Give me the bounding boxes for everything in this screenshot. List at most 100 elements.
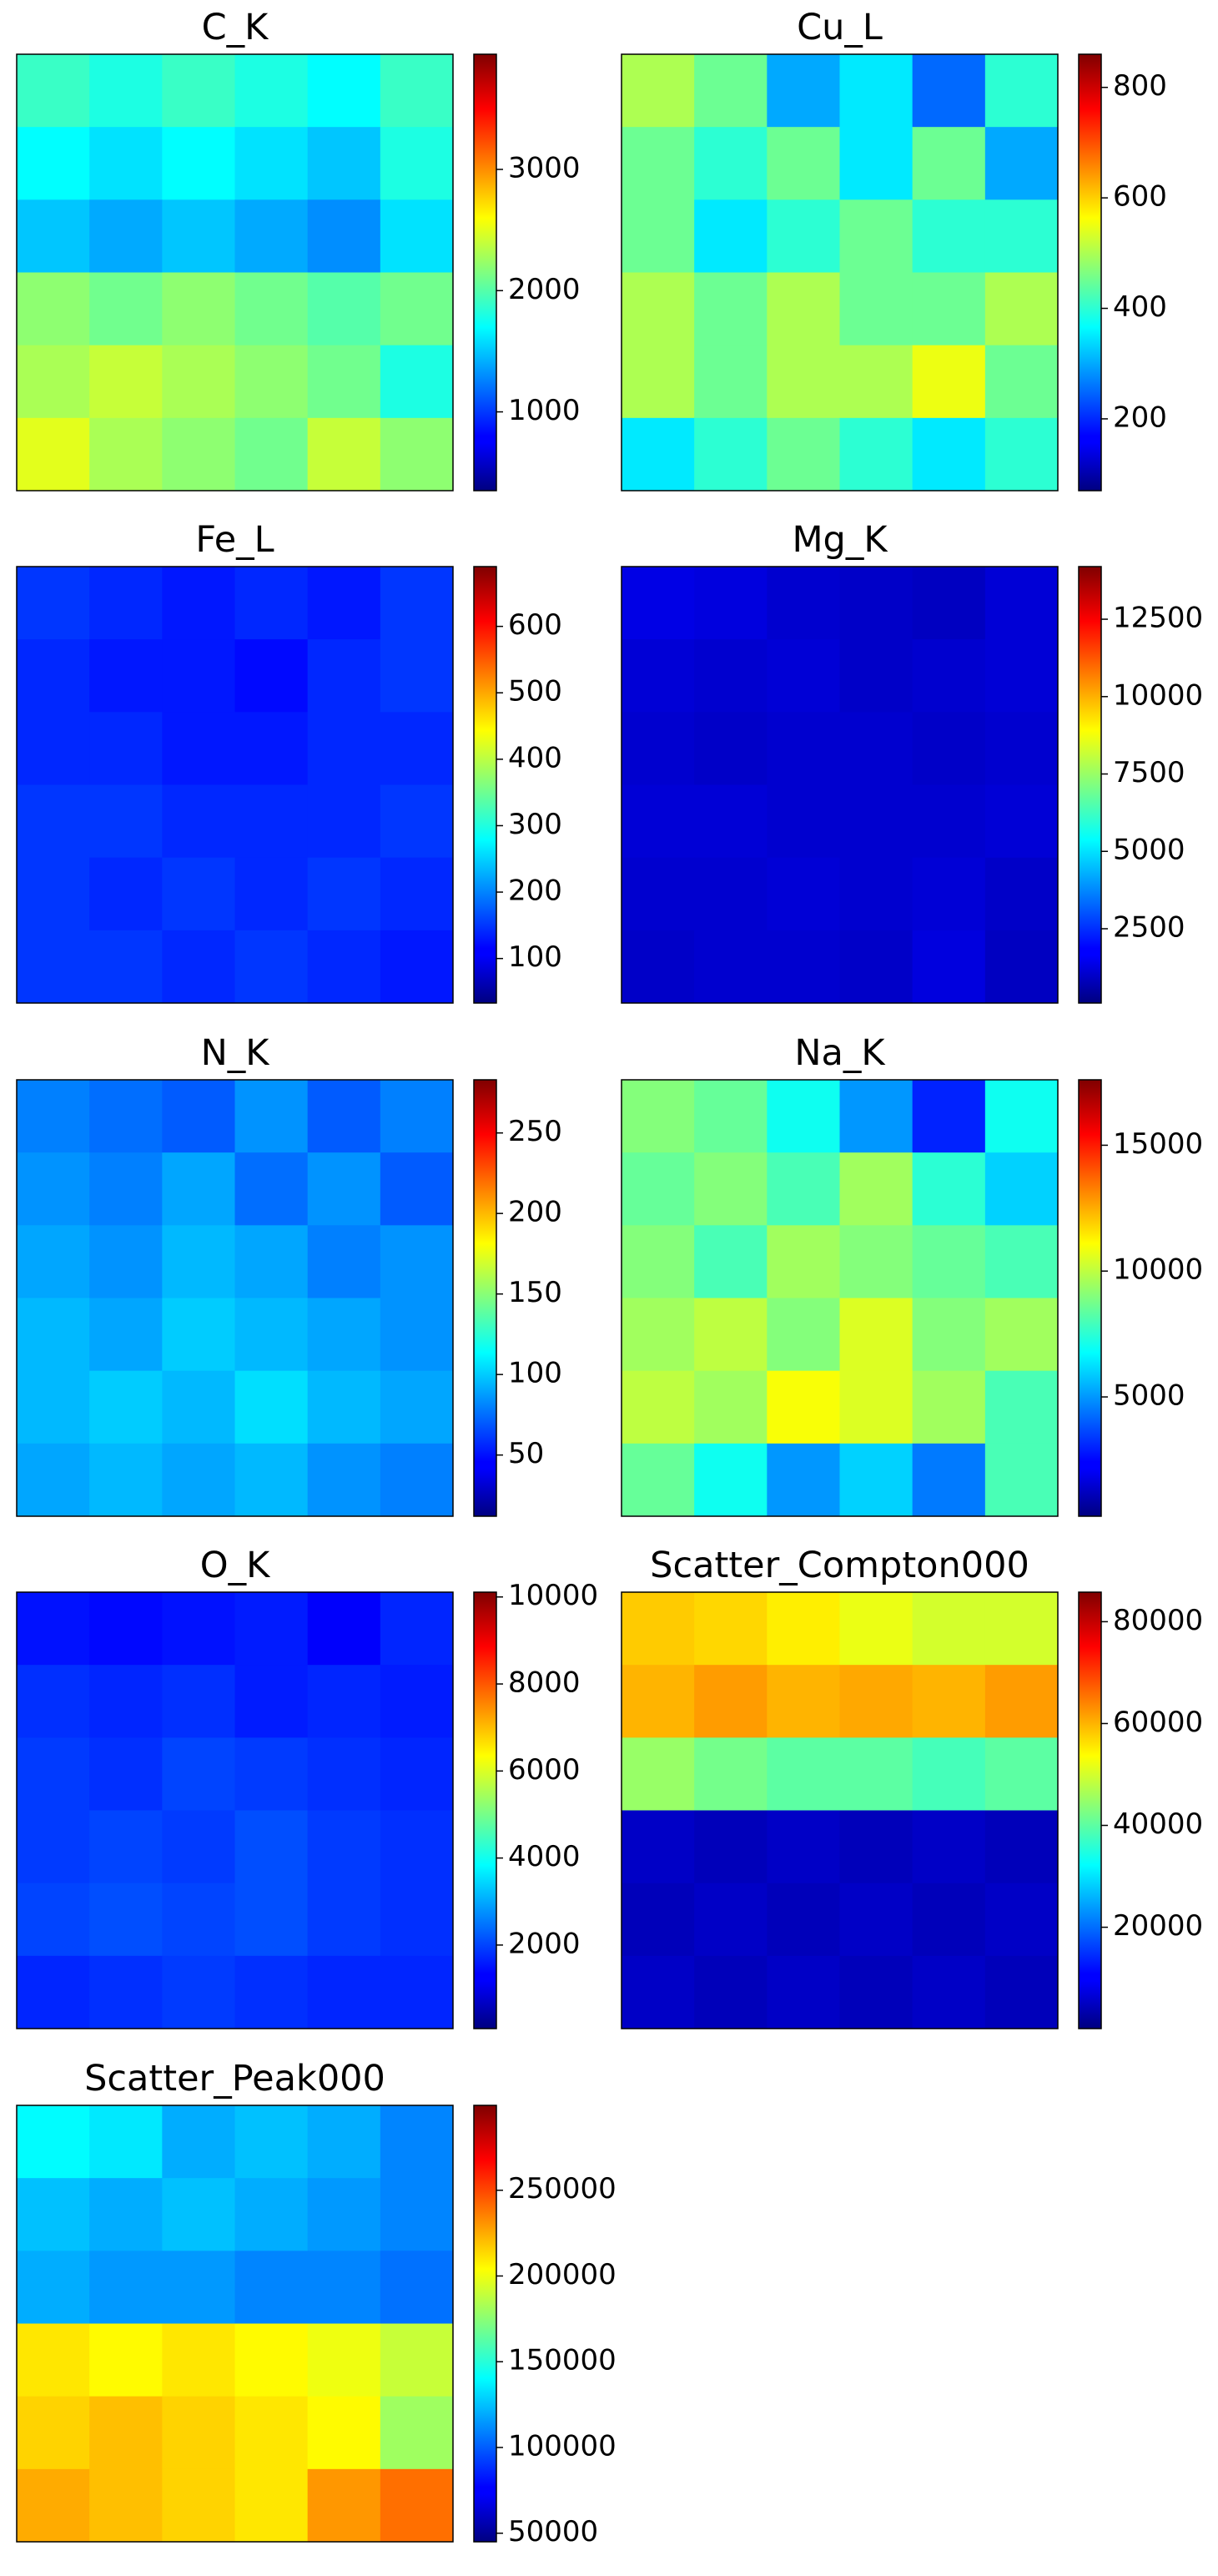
heatmap-cell (89, 1370, 163, 1444)
heatmap-cell (234, 639, 309, 713)
heatmap-cell (162, 2251, 235, 2324)
heatmap-cell (767, 712, 840, 785)
heatmap-cell (307, 857, 381, 931)
heatmap-frame (16, 1079, 454, 1517)
heatmap-cell (839, 272, 914, 346)
heatmap-cell (839, 199, 914, 273)
heatmap-cell (307, 930, 381, 1004)
heatmap-cell (307, 567, 381, 640)
heatmap-cell (767, 272, 840, 346)
heatmap-cell (234, 2178, 309, 2251)
heatmap-cell (622, 345, 695, 419)
colorbar-tick-label: 600 (508, 608, 562, 642)
heatmap-cell (234, 1225, 309, 1298)
heatmap-cell (767, 857, 840, 931)
heatmap-cell (694, 417, 768, 492)
heatmap-cell (984, 1443, 1059, 1517)
heatmap-cell (17, 2105, 90, 2179)
heatmap-cell (307, 1152, 381, 1226)
heatmap-cell (162, 2468, 235, 2543)
heatmap-cell (307, 127, 381, 200)
heatmap-cell (234, 567, 309, 640)
heatmap-cell (307, 1810, 381, 1884)
heatmap-cell (307, 1665, 381, 1738)
heatmap-cell (162, 345, 235, 419)
colorbar-tick-label: 10000 (1113, 678, 1203, 712)
panel-title: Scatter_Peak000 (84, 2058, 385, 2100)
heatmap-cell (694, 1225, 768, 1298)
heatmap-cell (307, 784, 381, 859)
heatmap-cell (912, 712, 986, 785)
heatmap-cell (767, 1592, 840, 1666)
colorbar-tick-label: 200000 (508, 2258, 617, 2291)
heatmap-cell (912, 567, 986, 640)
heatmap-cell (912, 857, 986, 931)
colorbar-tick-label: 6000 (508, 1753, 581, 1787)
heatmap-cell (162, 1592, 235, 1666)
heatmap-cell (307, 2105, 381, 2179)
colorbar (473, 53, 497, 492)
heatmap-cell (767, 1152, 840, 1226)
heatmap-cell (622, 1298, 695, 1372)
heatmap-cell (839, 1370, 914, 1444)
heatmap-cell (89, 857, 163, 931)
heatmap-cell (622, 1370, 695, 1444)
heatmap-cell (694, 1737, 768, 1811)
colorbar-tick-label: 1000 (508, 394, 581, 427)
heatmap-cell (912, 1883, 986, 1957)
heatmap-cell (162, 1298, 235, 1372)
heatmap-cell (234, 1810, 309, 1884)
heatmap-cell (89, 712, 163, 785)
heatmap-cell (17, 2178, 90, 2251)
colorbar-tick-label: 50 (508, 1437, 544, 1470)
colorbar-tick-label: 400 (1113, 290, 1167, 324)
heatmap-cell (380, 1080, 454, 1153)
heatmap-cell (17, 127, 90, 200)
colorbar-tick-label: 4000 (508, 1840, 581, 1873)
heatmap-cell (622, 1592, 695, 1666)
heatmap-cell (694, 1810, 768, 1884)
heatmap-cell (162, 1225, 235, 1298)
heatmap-cell (622, 712, 695, 785)
heatmap-cell (234, 1592, 309, 1666)
heatmap-cell (234, 1737, 309, 1811)
heatmap-cell (839, 1737, 914, 1811)
panel-title: Scatter_Compton000 (650, 1545, 1029, 1586)
heatmap-cell (162, 1443, 235, 1517)
heatmap-cell (162, 1370, 235, 1444)
heatmap-cell (380, 1298, 454, 1372)
heatmap-cell (694, 272, 768, 346)
heatmap-cell (162, 272, 235, 346)
heatmap-cell (694, 1152, 768, 1226)
heatmap-cell (17, 1152, 90, 1226)
colorbar-tick-label: 200 (508, 875, 562, 908)
heatmap-cell (89, 639, 163, 713)
heatmap-cell (162, 127, 235, 200)
heatmap-cell (89, 567, 163, 640)
heatmap-cell (380, 1443, 454, 1517)
heatmap-cell (767, 1080, 840, 1153)
heatmap-cell (89, 2178, 163, 2251)
heatmap-cell (307, 272, 381, 346)
heatmap-cell (839, 712, 914, 785)
heatmap-cell (17, 1955, 90, 2029)
heatmap-cell (839, 1810, 914, 1884)
heatmap-cell (767, 345, 840, 419)
heatmap-cell (89, 1665, 163, 1738)
heatmap-cell (307, 639, 381, 713)
heatmap-cell (17, 639, 90, 713)
heatmap-cell (234, 54, 309, 128)
heatmap-cell (17, 199, 90, 273)
heatmap-cell (912, 1225, 986, 1298)
heatmap-cell (622, 567, 695, 640)
heatmap-cell (89, 127, 163, 200)
heatmap-frame (621, 1079, 1059, 1517)
heatmap-cell (307, 1737, 381, 1811)
colorbar-tick-label: 2000 (508, 273, 581, 306)
heatmap-cell (234, 1370, 309, 1444)
heatmap-cell (622, 930, 695, 1004)
panel-title: Cu_L (797, 7, 883, 48)
heatmap-cell (984, 1298, 1059, 1372)
heatmap-cell (17, 1810, 90, 1884)
heatmap-cell (307, 199, 381, 273)
